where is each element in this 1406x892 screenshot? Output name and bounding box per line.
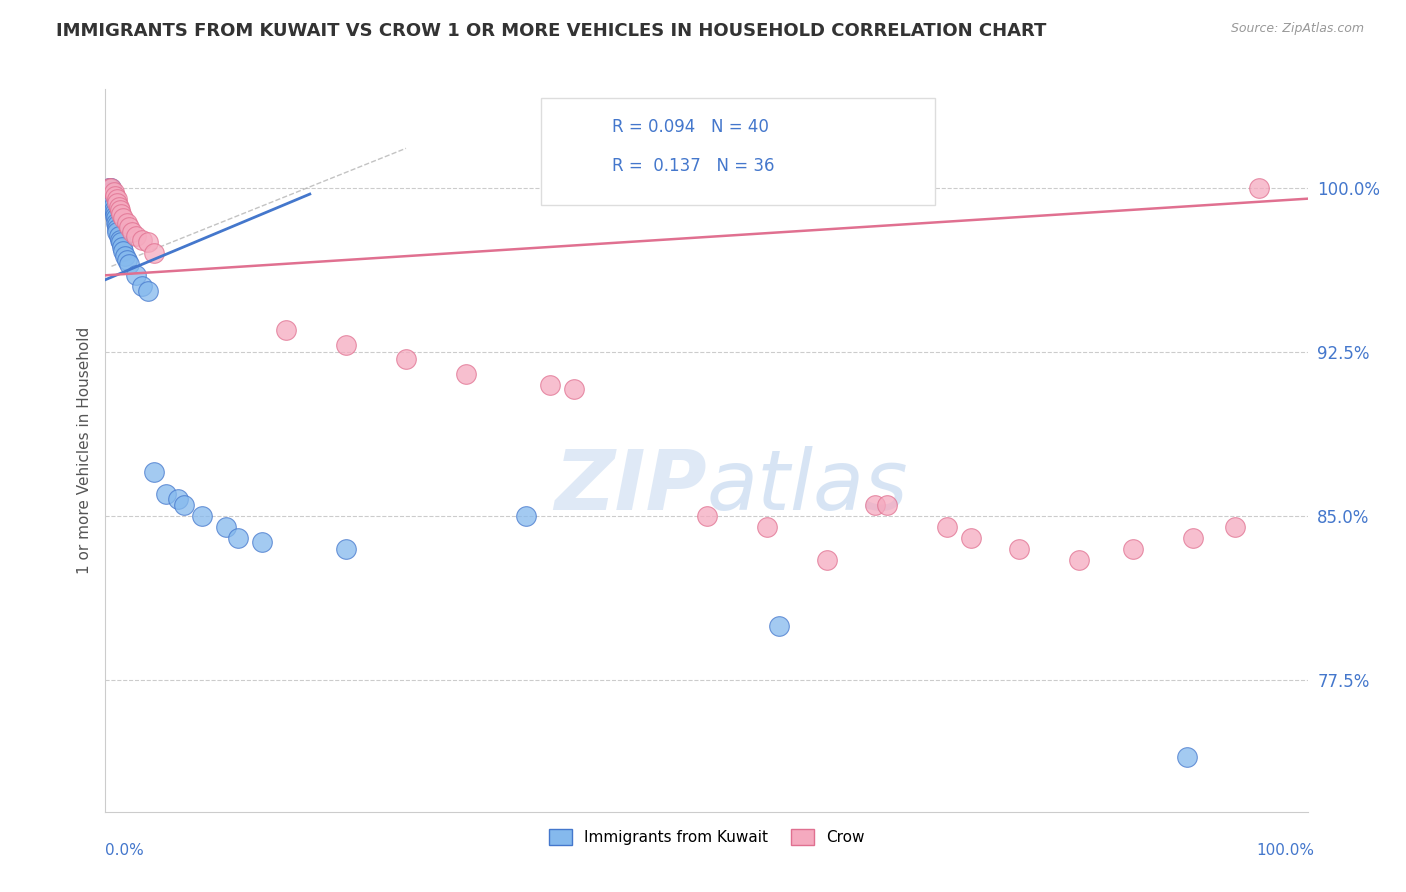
Point [1069, 553, 1091, 567]
Point [1182, 531, 1205, 545]
Text: IMMIGRANTS FROM KUWAIT VS CROW 1 OR MORE VEHICLES IN HOUSEHOLD CORRELATION CHART: IMMIGRANTS FROM KUWAIT VS CROW 1 OR MORE… [56, 22, 1046, 40]
Point [274, 323, 297, 337]
Point [101, 196, 124, 211]
Point [166, 491, 188, 506]
Point [100, 185, 122, 199]
Point [103, 202, 125, 217]
Point [115, 252, 138, 267]
Point [107, 192, 129, 206]
Y-axis label: 1 or more Vehicles in Household: 1 or more Vehicles in Household [76, 326, 91, 574]
Point [104, 204, 127, 219]
Point [121, 225, 143, 239]
Point [226, 531, 249, 545]
Point [107, 228, 129, 243]
Point [110, 235, 132, 250]
Point [1177, 750, 1199, 764]
Point [110, 207, 132, 221]
Point [101, 192, 124, 206]
Point [107, 218, 129, 232]
Point [104, 209, 127, 223]
Point [100, 180, 122, 194]
Point [107, 196, 129, 211]
Text: atlas: atlas [707, 446, 908, 527]
Point [100, 189, 122, 203]
Point [214, 520, 236, 534]
Point [107, 201, 129, 215]
Point [98, 180, 121, 194]
Point [395, 351, 418, 366]
Point [103, 198, 125, 212]
Text: Source: ZipAtlas.com: Source: ZipAtlas.com [1230, 22, 1364, 36]
Point [124, 228, 146, 243]
Point [456, 367, 478, 381]
Point [562, 382, 585, 396]
Point [696, 509, 718, 524]
Point [107, 225, 129, 239]
Legend: Immigrants from Kuwait, Crow: Immigrants from Kuwait, Crow [543, 822, 870, 851]
Point [815, 553, 838, 567]
Point [335, 541, 357, 556]
Point [100, 180, 122, 194]
Point [173, 498, 195, 512]
Point [98, 185, 121, 199]
Point [103, 185, 125, 199]
Point [155, 487, 177, 501]
Point [960, 531, 983, 545]
Point [136, 235, 159, 250]
Text: 100.0%: 100.0% [1257, 843, 1315, 858]
Point [768, 618, 790, 632]
Point [250, 535, 273, 549]
Point [1249, 180, 1271, 194]
Point [131, 279, 153, 293]
Point [105, 216, 128, 230]
Point [936, 520, 959, 534]
Text: 0.0%: 0.0% [105, 843, 145, 858]
Point [136, 284, 159, 298]
Point [335, 338, 357, 352]
Point [515, 509, 537, 524]
Point [863, 498, 886, 512]
Point [112, 244, 135, 259]
Point [107, 222, 129, 236]
Point [131, 233, 153, 247]
Point [1122, 541, 1144, 556]
Point [755, 520, 778, 534]
Text: R =  0.137   N = 36: R = 0.137 N = 36 [612, 157, 775, 175]
Text: ZIP: ZIP [554, 446, 707, 527]
Text: R = 0.094   N = 40: R = 0.094 N = 40 [612, 118, 769, 136]
Point [104, 189, 127, 203]
Point [98, 180, 121, 194]
Point [108, 202, 131, 217]
Point [112, 211, 135, 226]
Point [108, 233, 131, 247]
Point [118, 220, 141, 235]
Point [1225, 520, 1247, 534]
Point [1008, 541, 1031, 556]
Point [142, 246, 165, 260]
Point [111, 240, 134, 254]
Point [124, 268, 146, 283]
Point [876, 498, 898, 512]
Point [142, 466, 165, 480]
Point [98, 180, 121, 194]
Point [190, 509, 212, 524]
Point [118, 257, 141, 271]
Point [115, 216, 138, 230]
Point [538, 377, 561, 392]
Point [105, 211, 128, 226]
Point [114, 249, 136, 263]
